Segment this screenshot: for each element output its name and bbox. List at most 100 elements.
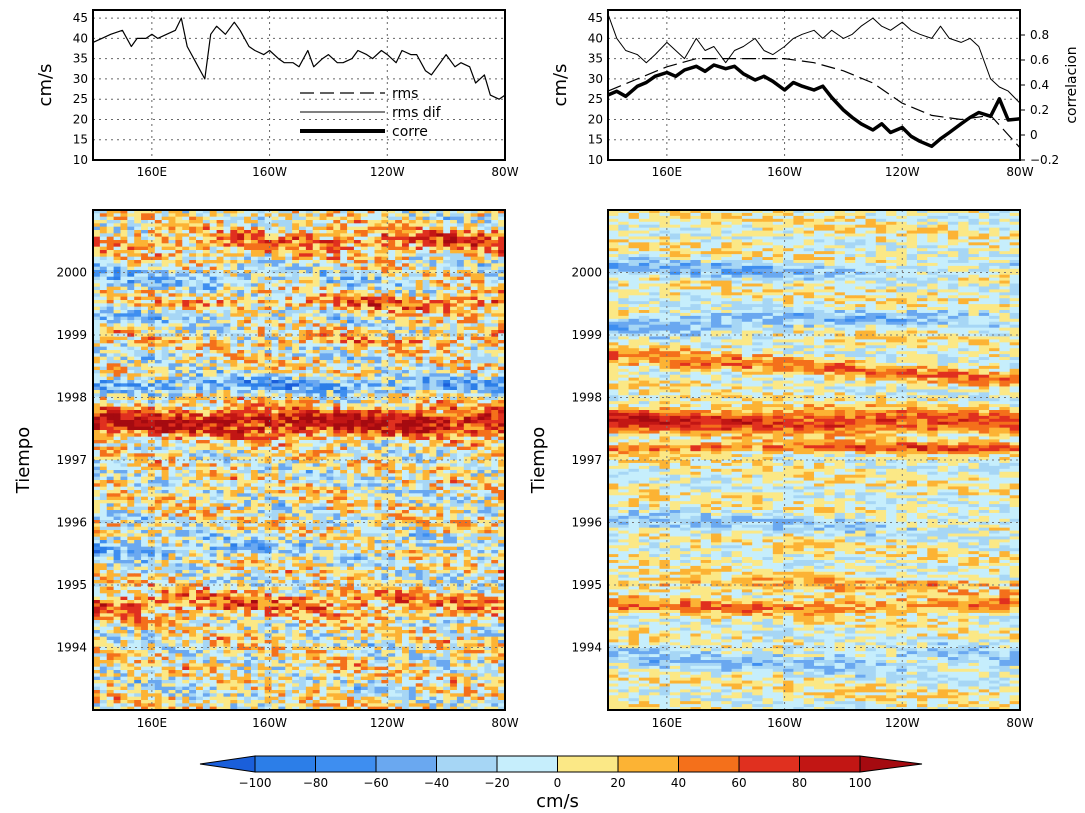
heatmap-cell [175,360,183,364]
heatmap-cell [305,386,314,391]
heatmap-cell [498,290,505,294]
heatmap-cell [456,256,465,261]
heatmap-cell [319,260,327,264]
heatmap-cell [422,213,430,218]
heatmap-cell [93,450,101,454]
heatmap-cell [134,300,142,304]
heatmap-cell [395,236,403,241]
heatmap-cell [99,296,108,301]
heatmap-cell [395,386,403,391]
heatmap-cell [182,326,190,331]
heatmap-cell [285,453,293,458]
heatmap-cell [367,210,375,214]
heatmap-cell [408,270,417,274]
heatmap-cell [312,300,320,304]
heatmap-cell [127,480,135,484]
heatmap-cell [223,366,231,371]
heatmap-cell [120,363,128,368]
heatmap-cell [209,436,217,441]
heatmap-cell [305,463,314,468]
heatmap-cell [182,343,190,348]
heatmap-cell [374,306,382,311]
heatmap-cell [395,400,403,404]
heatmap-cell [456,210,465,214]
heatmap-cell [491,360,499,364]
heatmap-cell [299,380,307,384]
heatmap-cell [463,380,472,384]
heatmap-cell [271,480,279,484]
heatmap-cell [278,436,286,441]
heatmap-cell [477,443,485,448]
heatmap-cell [477,253,485,258]
heatmap-cell [443,443,451,448]
heatmap-cell [271,376,279,381]
heatmap-cell [333,393,341,398]
heatmap-cell [429,383,437,388]
heatmap-cell [264,416,272,421]
heatmap-cell [333,256,341,261]
heatmap-cell [127,413,135,418]
heatmap-cell [120,236,128,241]
heatmap-cell [106,466,114,471]
heatmap-cell [161,273,169,278]
heatmap-cell [456,236,465,241]
heatmap-cell [347,356,355,361]
heatmap-cell [381,240,389,244]
heatmap-cell [202,300,211,304]
heatmap-cell [463,316,472,321]
heatmap-cell [175,463,183,468]
heatmap-cell [367,216,375,221]
heatmap-cell [175,366,183,371]
heatmap-cell [216,410,224,414]
heatmap-cell [168,453,176,458]
heatmap-cell [388,370,396,374]
heatmap-cell [395,243,403,248]
heatmap-cell [347,463,355,468]
heatmap-cell [388,320,396,324]
heatmap-cell [491,383,499,388]
heatmap-cell [415,250,423,254]
heatmap-cell [491,273,499,278]
heatmap-cell [374,366,382,371]
heatmap-cell [388,373,396,378]
heatmap-cell [147,400,156,404]
heatmap-cell [367,226,375,231]
heatmap-cell [388,386,396,391]
heatmap-cell [106,300,114,304]
heatmap-cell [360,376,369,381]
heatmap-cell [470,443,478,448]
heatmap-cell [429,413,437,418]
heatmap-cell [450,390,458,394]
heatmap-cell [182,363,190,368]
heatmap-cell [402,483,410,488]
heatmap-cell [456,340,465,344]
heatmap-cell [182,240,190,244]
heatmap-cell [319,300,327,304]
heatmap-cell [285,253,293,258]
heatmap-cell [381,323,389,328]
heatmap-cell [408,296,417,301]
heatmap-cell [408,246,417,251]
heatmap-cell [202,316,211,321]
heatmap-cell [168,440,176,444]
heatmap-cell [230,413,238,418]
heatmap-cell [498,436,505,441]
heatmap-cell [450,440,458,444]
heatmap-cell [106,373,114,378]
heatmap-cell [175,343,183,348]
heatmap-cell [250,443,259,448]
heatmap-cell [285,413,293,418]
heatmap-cell [182,283,190,288]
heatmap-cell [120,383,128,388]
heatmap-cell [99,313,108,318]
heatmap-cell [353,410,362,414]
heatmap-cell [278,356,286,361]
heatmap-cell [271,420,279,424]
heatmap-cell [333,396,341,401]
heatmap-cell [99,420,108,424]
heatmap-cell [429,353,437,358]
heatmap-cell [347,363,355,368]
heatmap-cell [285,463,293,468]
heatmap-cell [312,246,320,251]
heatmap-cell [202,420,211,424]
